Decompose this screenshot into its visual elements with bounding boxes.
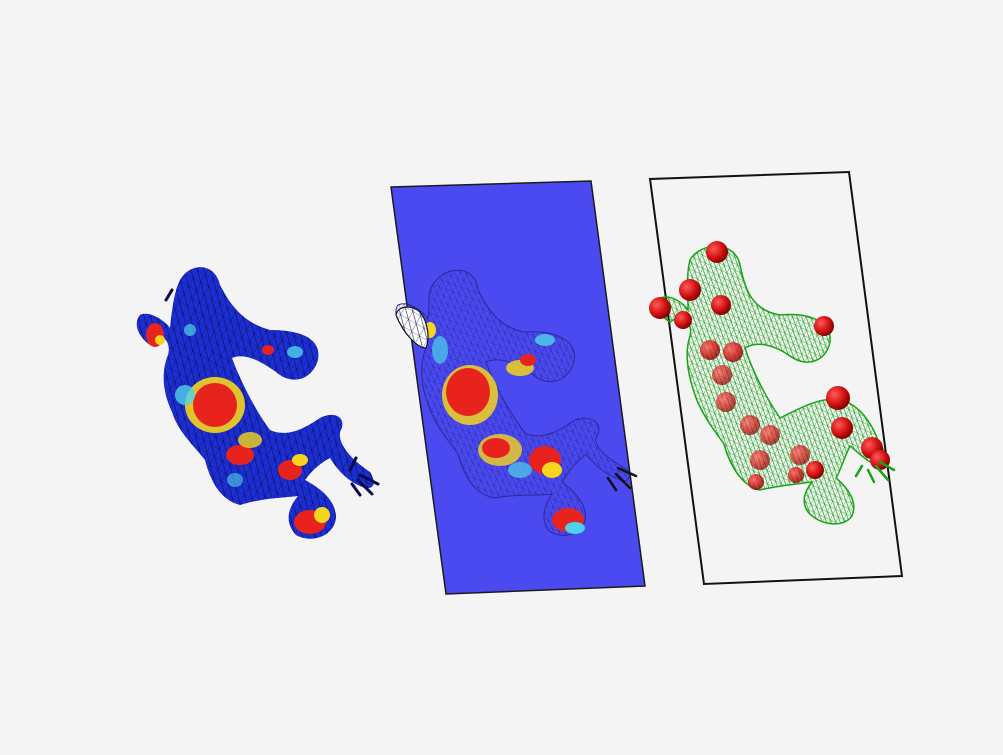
keypoint-sphere <box>740 415 760 435</box>
keypoint-sphere <box>716 392 736 412</box>
keypoint-body-wireframe <box>656 245 888 525</box>
keypoint-sphere <box>750 450 770 470</box>
keypoint-sphere <box>814 316 834 336</box>
keypoint-sphere <box>806 461 824 479</box>
keypoint-sphere <box>712 365 732 385</box>
keypoint-sphere <box>760 425 780 445</box>
keypoint-sphere <box>831 417 853 439</box>
heatmap-mesh-wireframe <box>136 267 374 539</box>
keypoint-sphere <box>826 386 850 410</box>
heatmap-mesh-fingers <box>164 288 380 497</box>
keypoint-sphere <box>700 340 720 360</box>
keypoint-panel <box>648 170 904 586</box>
keypoint-sphere <box>679 279 701 301</box>
projected-heatmap-panel <box>390 180 646 595</box>
heatmap-mesh-hotspots <box>146 323 330 534</box>
keypoint-sphere <box>649 297 671 319</box>
keypoint-sphere <box>790 445 810 465</box>
keypoint-sphere <box>788 467 804 483</box>
projection-hotspots <box>424 322 585 534</box>
keypoint-sphere <box>748 474 764 490</box>
keypoint-sphere <box>711 295 731 315</box>
keypoint-fingers <box>854 460 896 484</box>
keypoint-sphere <box>706 241 728 263</box>
keypoint-sphere <box>674 311 692 329</box>
keypoint-sphere <box>723 342 743 362</box>
projection-fingers <box>606 466 638 492</box>
heatmap-mesh-figure <box>136 267 380 539</box>
keypoint-frame <box>648 170 904 586</box>
